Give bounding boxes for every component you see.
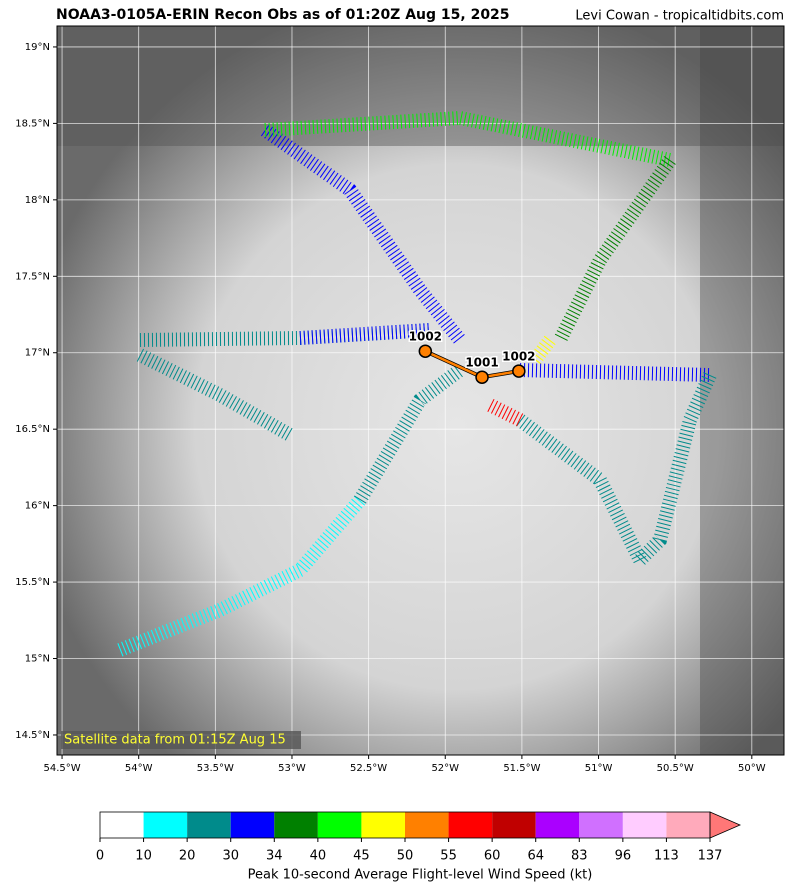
x-tick-label: 54.5°W bbox=[43, 763, 80, 774]
colorbar-tick-label: 20 bbox=[179, 849, 196, 864]
pressure-label: 1001 bbox=[465, 356, 498, 370]
pressure-label: 1002 bbox=[409, 330, 442, 344]
colorbar-bin bbox=[274, 812, 318, 838]
y-tick-label: 17.5°N bbox=[15, 271, 50, 282]
x-tick-label: 51°W bbox=[585, 763, 613, 774]
colorbar-bin bbox=[622, 812, 667, 838]
colorbar-tick-label: 113 bbox=[654, 849, 679, 864]
x-tick-label: 50.5°W bbox=[657, 763, 694, 774]
dropsonde bbox=[418, 344, 433, 358]
y-tick-label: 16°N bbox=[25, 501, 50, 512]
colorbar-tick-label: 96 bbox=[615, 849, 632, 864]
note-box bbox=[61, 731, 301, 749]
colorbar-tick-label: 0 bbox=[96, 849, 104, 864]
colorbar-bin bbox=[317, 812, 362, 838]
colorbar-tick-label: 137 bbox=[698, 849, 723, 864]
colorbar-bin bbox=[187, 812, 231, 838]
credit: Levi Cowan - tropicaltidbits.com bbox=[575, 9, 784, 24]
x-tick-label: 53.5°W bbox=[197, 763, 234, 774]
map-frame bbox=[56, 25, 785, 756]
track-leg bbox=[486, 398, 524, 427]
title: NOAA3-0105A-ERIN Recon Obs as of 01:20Z … bbox=[56, 7, 510, 23]
colorbar-bin bbox=[361, 812, 405, 838]
track-leg bbox=[353, 364, 465, 504]
colorbar-tick-label: 10 bbox=[135, 849, 152, 864]
colorbar-bin bbox=[448, 812, 493, 838]
x-tick-label: 53°W bbox=[278, 763, 306, 774]
track-leg bbox=[553, 155, 676, 344]
x-tick-label: 50°W bbox=[738, 763, 766, 774]
satellite-note: Satellite data from 01:15Z Aug 15 bbox=[64, 733, 286, 748]
colorbar-tick-label: 40 bbox=[310, 849, 327, 864]
colorbar-bin bbox=[579, 812, 623, 838]
colorbar-tick-label: 50 bbox=[397, 849, 414, 864]
dropsonde bbox=[475, 370, 489, 384]
track-leg bbox=[515, 414, 647, 564]
colorbar-tick-label: 34 bbox=[266, 849, 283, 864]
map: 1002 1001 1002 Satellite data from 01:15Z … bbox=[57, 26, 784, 755]
cloud-shade bbox=[57, 26, 784, 146]
x-tick-label: 52°W bbox=[431, 763, 459, 774]
y-tick-label: 17°N bbox=[25, 348, 50, 359]
y-tick-label: 18.5°N bbox=[15, 118, 50, 129]
colorbar-tick-label: 30 bbox=[222, 849, 239, 864]
colorbar-bin bbox=[100, 812, 144, 838]
colorbar-tick-label: 64 bbox=[527, 849, 544, 864]
y-tick-label: 14.5°N bbox=[15, 730, 50, 741]
cloud-shade bbox=[700, 26, 784, 755]
y-tick-label: 19°N bbox=[25, 42, 50, 53]
colorbar-tick-label: 45 bbox=[353, 849, 370, 864]
colorbar-tick-label: 55 bbox=[440, 849, 457, 864]
track-leg bbox=[260, 124, 466, 345]
dropsonde bbox=[512, 364, 526, 378]
colorbar-bin bbox=[492, 812, 536, 838]
colorbar-bin bbox=[405, 812, 449, 838]
x-tick-label: 54°W bbox=[125, 763, 153, 774]
track-leg bbox=[529, 335, 556, 365]
track-leg bbox=[117, 495, 366, 657]
x-tick-label: 52.5°W bbox=[350, 763, 387, 774]
colorbar-tick-label: 60 bbox=[484, 849, 501, 864]
colorbar-bin bbox=[666, 812, 710, 838]
colorbar-bin bbox=[230, 812, 275, 838]
flight-track bbox=[117, 110, 717, 657]
colorbar-tick-label: 83 bbox=[571, 849, 588, 864]
colorbar-label: Peak 10-second Average Flight-level Wind… bbox=[248, 868, 593, 883]
track-leg bbox=[299, 323, 431, 345]
y-tick-label: 15°N bbox=[25, 654, 50, 665]
pressure-label: 1002 bbox=[502, 350, 535, 364]
track-leg bbox=[635, 372, 717, 565]
y-tick-label: 15.5°N bbox=[15, 577, 50, 588]
x-tick-label: 51.5°W bbox=[503, 763, 540, 774]
y-tick-label: 16.5°N bbox=[15, 424, 50, 435]
y-tick-label: 18°N bbox=[25, 195, 50, 206]
colorbar-bin bbox=[143, 812, 188, 838]
colorbar-bin bbox=[535, 812, 580, 838]
colorbar-extend bbox=[709, 811, 742, 839]
